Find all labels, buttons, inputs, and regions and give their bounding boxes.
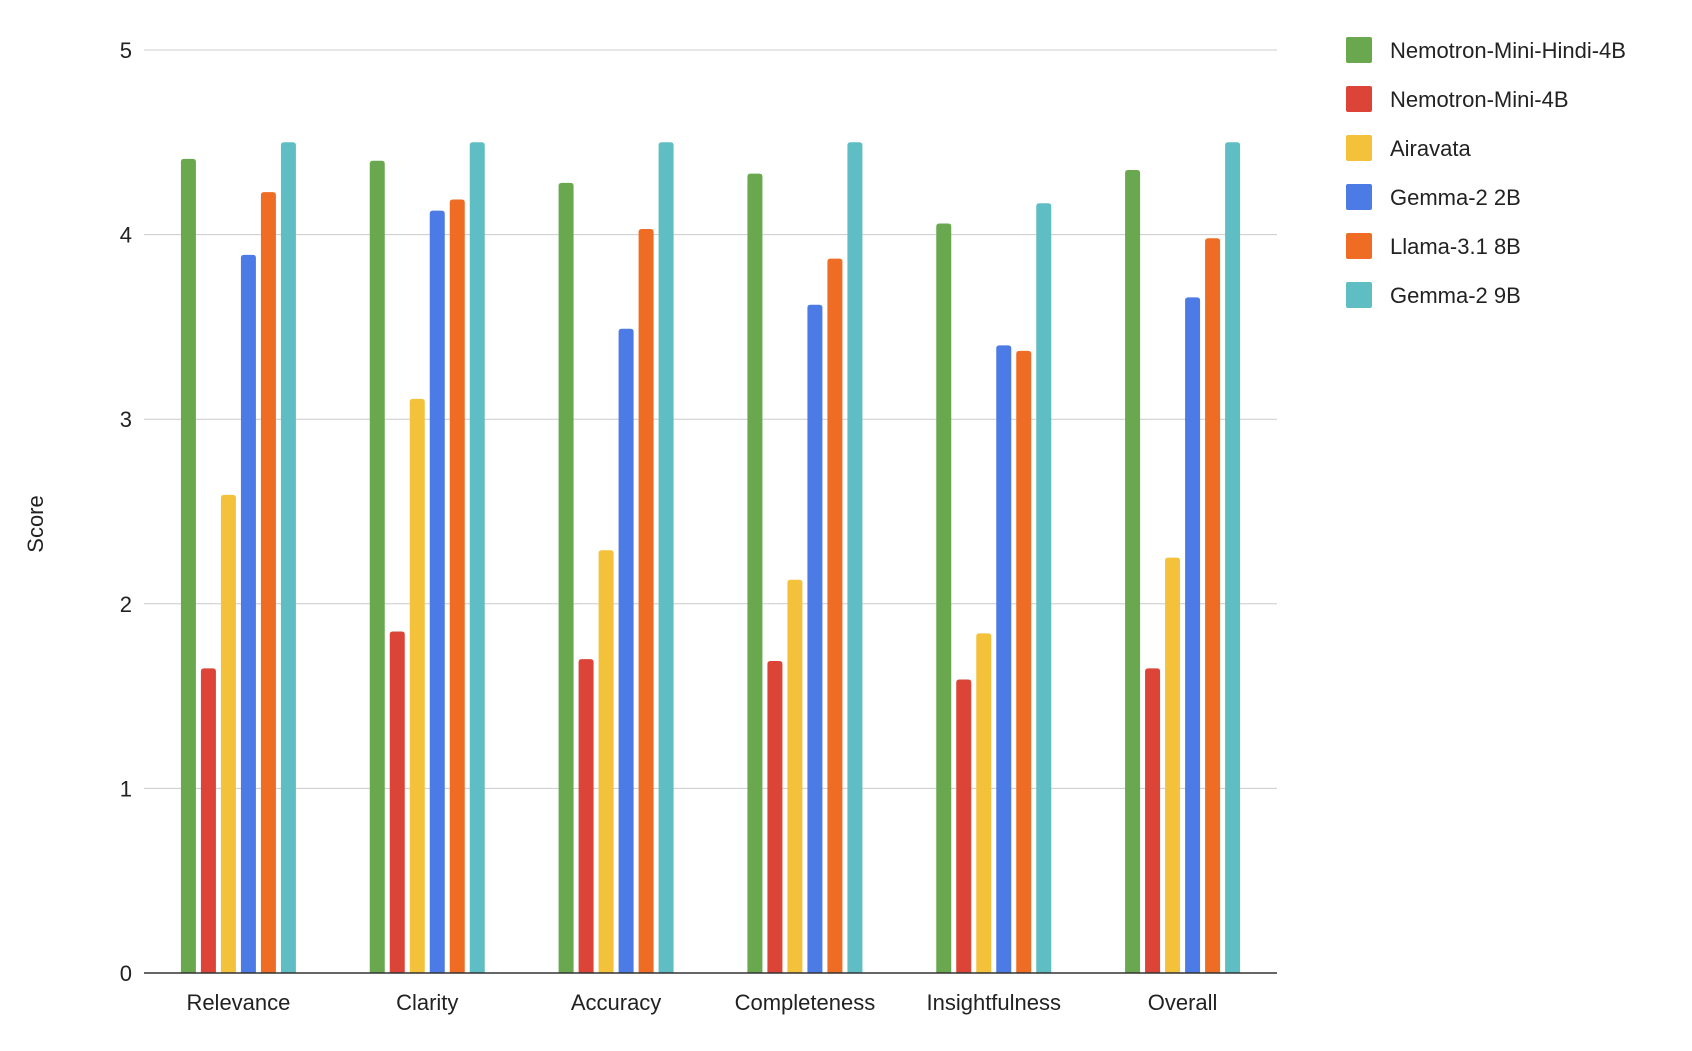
bar bbox=[767, 661, 783, 973]
x-tick-label: Overall bbox=[1148, 990, 1218, 1015]
y-axis-tick-labels: 0 1 2 3 4 5 bbox=[120, 38, 132, 986]
bar bbox=[787, 579, 803, 973]
bar bbox=[369, 160, 385, 973]
bar bbox=[260, 192, 276, 974]
bar bbox=[1016, 350, 1032, 973]
bar bbox=[578, 659, 594, 973]
bar bbox=[638, 229, 654, 973]
y-tick-label: 0 bbox=[120, 961, 132, 986]
gridlines bbox=[144, 49, 1277, 789]
legend-swatch bbox=[1346, 233, 1372, 259]
x-tick-label: Relevance bbox=[186, 990, 290, 1015]
bar bbox=[847, 142, 863, 974]
legend-swatch bbox=[1346, 282, 1372, 308]
bar bbox=[1165, 557, 1181, 973]
legend-swatch bbox=[1346, 37, 1372, 63]
bar bbox=[598, 550, 614, 973]
x-tick-label: Accuracy bbox=[571, 990, 661, 1015]
legend-swatch bbox=[1346, 184, 1372, 210]
bar bbox=[956, 679, 972, 973]
bar bbox=[936, 223, 952, 974]
bar bbox=[180, 158, 196, 973]
bar bbox=[1205, 238, 1221, 974]
y-tick-label: 2 bbox=[120, 592, 132, 617]
bar bbox=[996, 345, 1012, 973]
bar bbox=[240, 254, 256, 973]
bar bbox=[449, 199, 465, 973]
bar bbox=[1225, 142, 1241, 974]
bar bbox=[807, 304, 823, 973]
bar bbox=[469, 142, 485, 974]
bar bbox=[976, 633, 992, 973]
legend-label: Gemma-2 2B bbox=[1390, 185, 1521, 210]
bar bbox=[220, 494, 236, 973]
bar bbox=[200, 668, 216, 973]
x-axis-tick-labels: Relevance Clarity Accuracy Completeness Insi… bbox=[186, 990, 1217, 1015]
legend-label: Nemotron-Mini-4B bbox=[1390, 87, 1569, 112]
bar bbox=[409, 398, 425, 973]
bar bbox=[618, 328, 634, 974]
y-tick-label: 4 bbox=[120, 223, 132, 248]
legend-swatch bbox=[1346, 86, 1372, 112]
bar bbox=[827, 258, 843, 973]
y-axis-label: Score bbox=[23, 495, 48, 552]
legend-label: Airavata bbox=[1390, 136, 1471, 161]
bars bbox=[180, 142, 1241, 974]
x-tick-label: Clarity bbox=[396, 990, 458, 1015]
legend-swatch bbox=[1346, 135, 1372, 161]
bar bbox=[280, 142, 296, 974]
x-tick-label: Insightfulness bbox=[926, 990, 1061, 1015]
y-tick-label: 1 bbox=[120, 776, 132, 801]
legend-label: Llama-3.1 8B bbox=[1390, 234, 1521, 259]
bar bbox=[429, 210, 445, 974]
bar bbox=[1185, 297, 1201, 973]
bar bbox=[389, 631, 405, 973]
x-tick-label: Completeness bbox=[735, 990, 876, 1015]
bar bbox=[558, 182, 574, 974]
y-tick-label: 3 bbox=[120, 407, 132, 432]
bar bbox=[1036, 203, 1052, 973]
bar bbox=[1125, 169, 1141, 974]
bar bbox=[1145, 668, 1161, 973]
y-tick-label: 5 bbox=[120, 38, 132, 63]
legend-label: Gemma-2 9B bbox=[1390, 283, 1521, 308]
bar bbox=[658, 142, 674, 974]
legend: Nemotron-Mini-Hindi-4B Nemotron-Mini-4B Ai… bbox=[1346, 37, 1626, 308]
bar bbox=[747, 173, 763, 973]
legend-label: Nemotron-Mini-Hindi-4B bbox=[1390, 38, 1626, 63]
